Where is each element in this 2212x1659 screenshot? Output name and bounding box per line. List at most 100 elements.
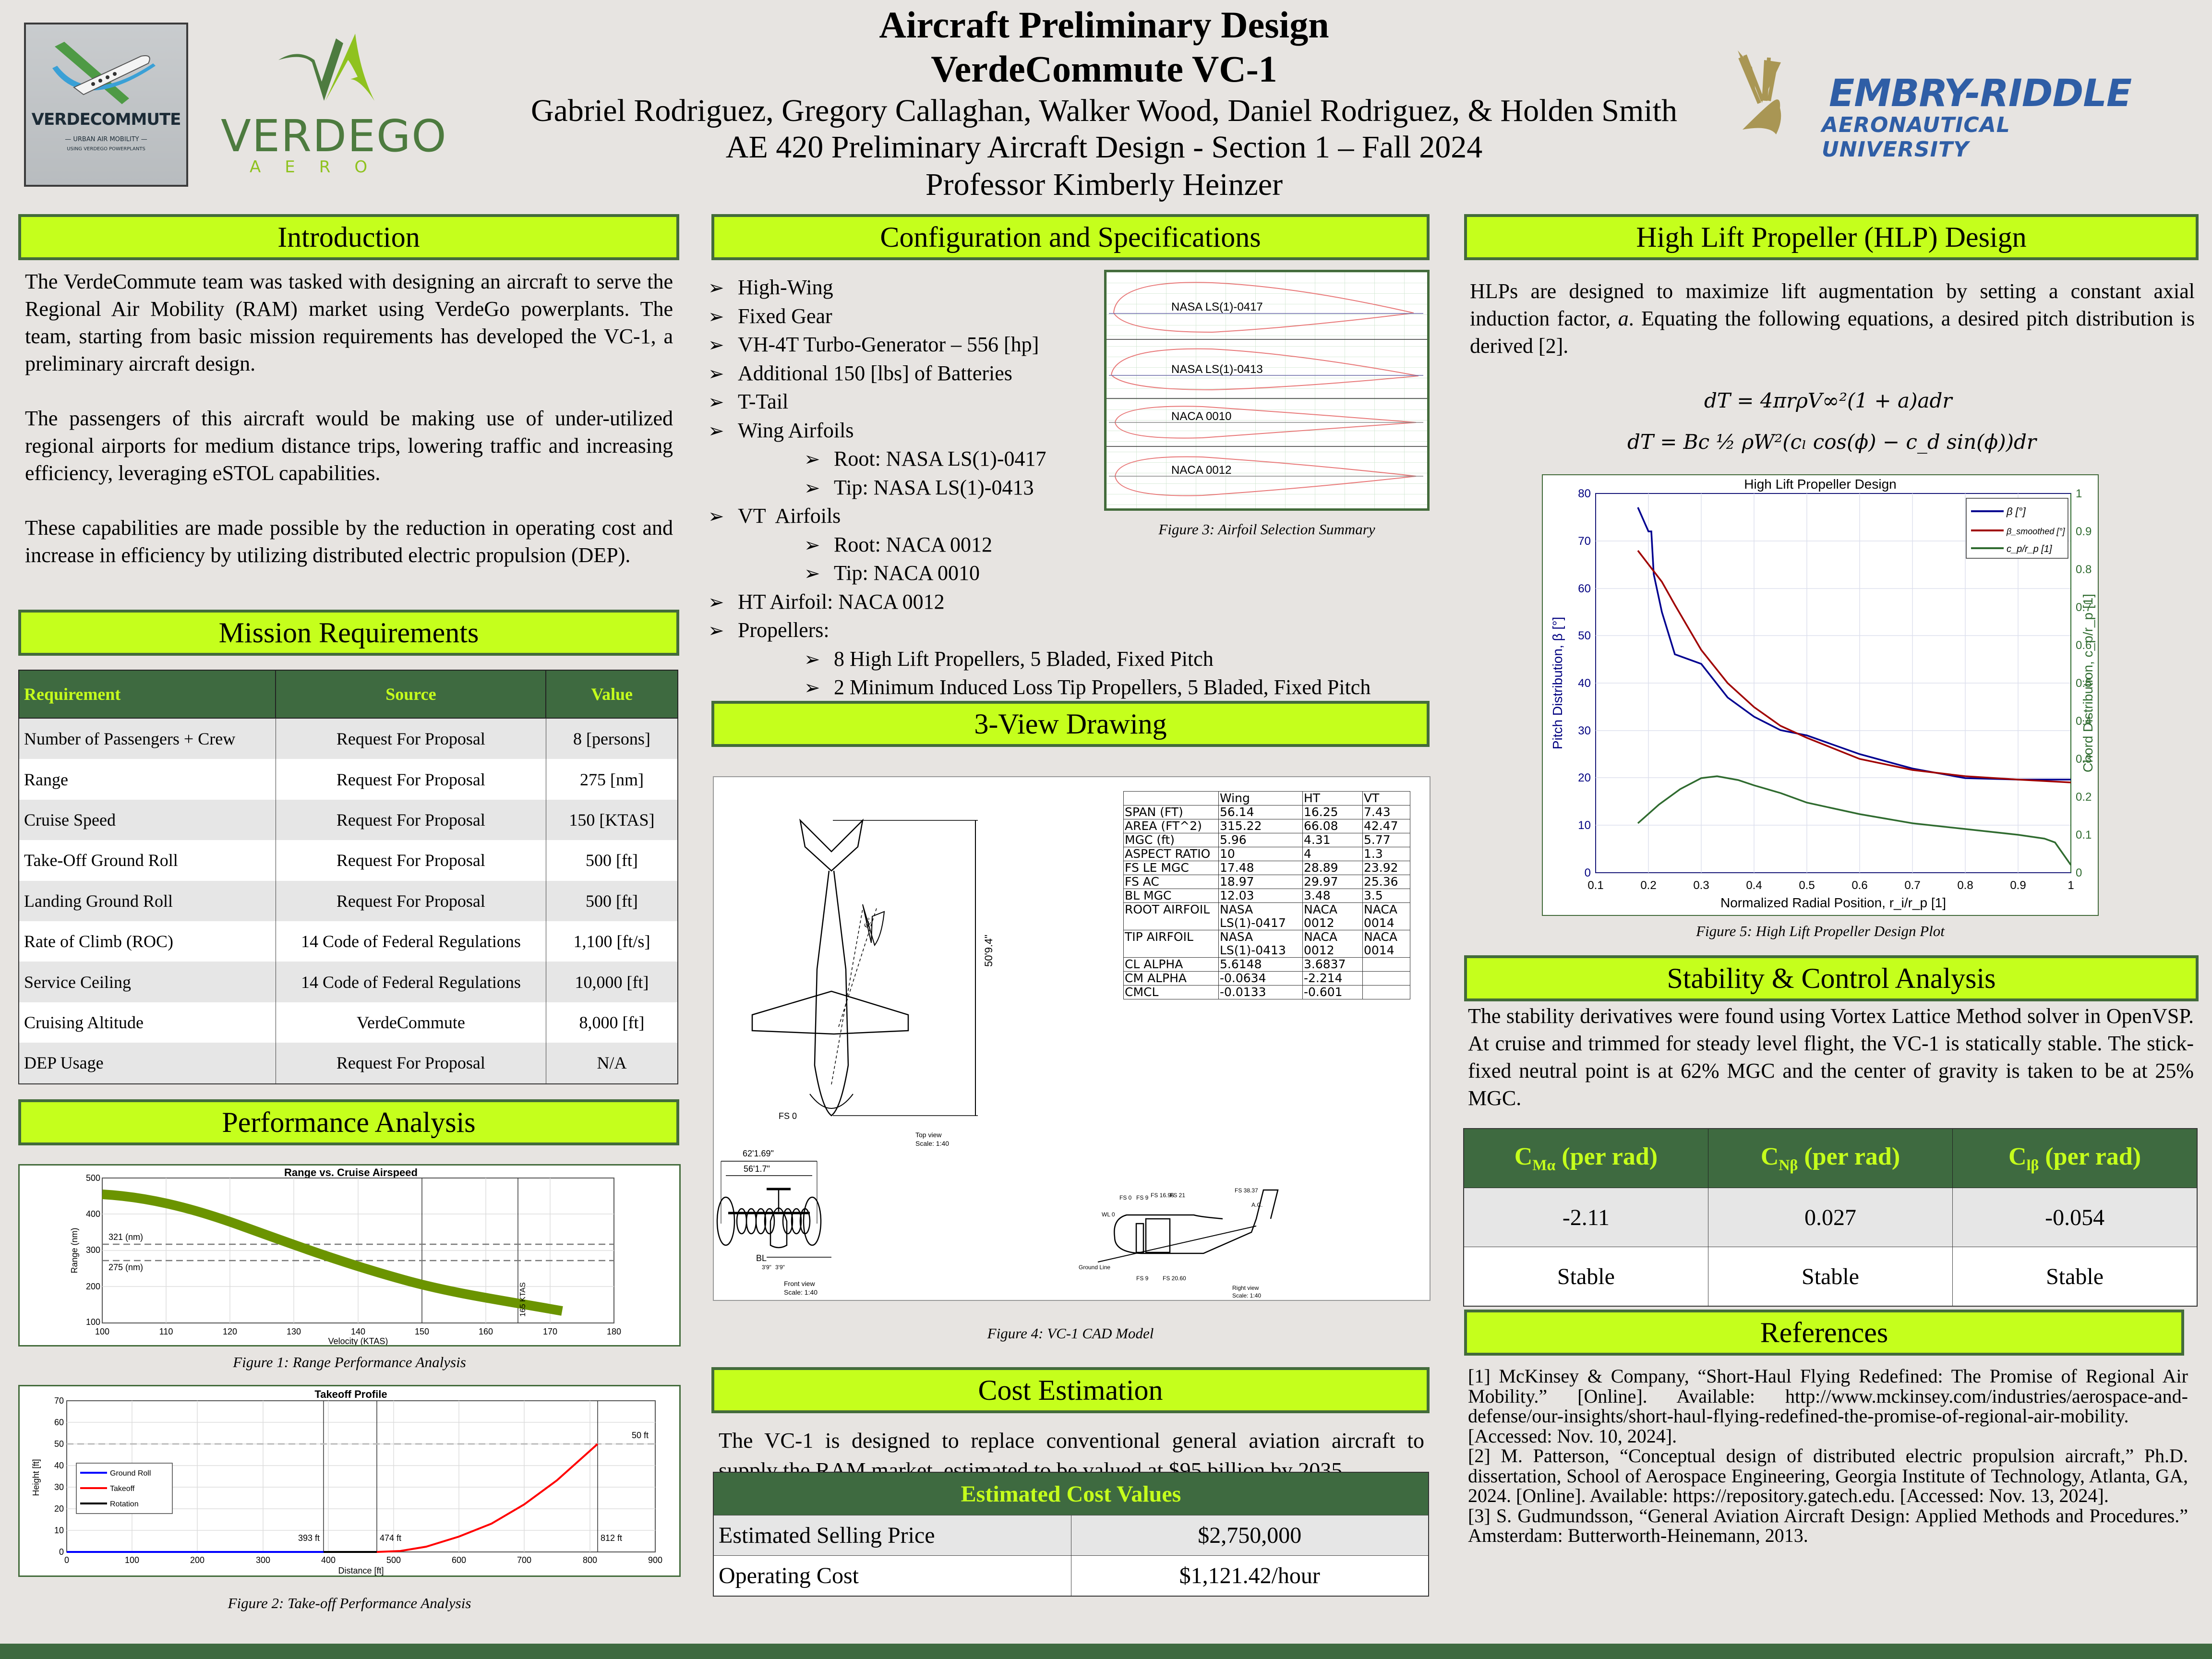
figure-caption: Figure 2: Take-off Performance Analysis <box>228 1595 471 1611</box>
svg-text:WL 0: WL 0 <box>1102 1211 1115 1218</box>
poster-title: Aircraft Preliminary Design <box>879 4 1329 46</box>
svg-text:50: 50 <box>1578 629 1591 642</box>
svg-text:30: 30 <box>1578 724 1591 737</box>
cost-table: Estimated Cost Values Estimated Selling … <box>713 1472 1429 1597</box>
svg-text:70: 70 <box>1578 535 1591 548</box>
table-header-row: Wing HT VT <box>1123 791 1410 805</box>
table-row: Stable Stable Stable <box>1463 1247 2198 1307</box>
svg-text:160: 160 <box>479 1327 493 1336</box>
svg-text:0.1: 0.1 <box>1587 879 1603 892</box>
svg-text:600: 600 <box>452 1555 466 1565</box>
annotation: 275 (nm) <box>108 1262 143 1272</box>
figure-caption: Figure 1: Range Performance Analysis <box>233 1354 466 1370</box>
svg-text:393 ft: 393 ft <box>298 1533 320 1543</box>
arrow-bullet-icon: ➢ <box>804 677 820 699</box>
column-header: Clβ (per rad) <box>1952 1128 2198 1188</box>
y-axis-label: Range (nm) <box>70 1227 79 1273</box>
svg-text:0.9: 0.9 <box>2010 879 2026 892</box>
svg-text:60: 60 <box>54 1418 64 1427</box>
source-cell: Request For Proposal <box>275 718 546 759</box>
svg-text:β_smoothed [°]: β_smoothed [°] <box>2006 527 2066 536</box>
y-axis-right-label: Chord Distribution, c_p/r_p [1] <box>2080 594 2095 772</box>
annotation: 165 KTAS <box>519 1282 527 1317</box>
value-cell: 8 [persons] <box>545 718 678 759</box>
table-row: Operating Cost $1,121.42/hour <box>713 1555 1429 1597</box>
svg-text:0.4: 0.4 <box>2076 715 2092 728</box>
source-cell: 14 Code of Federal Regulations <box>275 962 546 1002</box>
config-item: ➢ VT Airfoils <box>708 502 1370 531</box>
svg-text:Takeoff: Takeoff <box>110 1485 135 1493</box>
svg-text:20: 20 <box>54 1504 64 1514</box>
svg-text:80: 80 <box>1578 487 1591 500</box>
svg-text:FS 21: FS 21 <box>1170 1192 1185 1199</box>
intro-paragraph: The VerdeCommute team was tasked with de… <box>25 270 673 375</box>
svg-text:NACA 0012: NACA 0012 <box>1171 464 1231 477</box>
source-cell: Request For Proposal <box>275 799 546 841</box>
svg-text:Front view: Front view <box>784 1280 815 1287</box>
section-header-introduction: Introduction <box>18 214 679 260</box>
svg-text:474 ft: 474 ft <box>380 1533 401 1543</box>
svg-text:0.7: 0.7 <box>1904 879 1920 892</box>
table-row: -2.11 0.027 -0.054 <box>1463 1188 2198 1247</box>
svg-text:0: 0 <box>2076 866 2082 879</box>
svg-text:0.5: 0.5 <box>2076 677 2092 690</box>
requirement-cell: Landing Ground Roll <box>18 880 276 921</box>
status-badge: Stable <box>1952 1247 2198 1307</box>
table-row: FS LE MGC 17.48 28.89 23.92 <box>1123 861 1410 875</box>
value-cell: 8,000 [ft] <box>545 1002 678 1043</box>
table-row: Estimated Selling Price $2,750,000 <box>713 1515 1429 1556</box>
column-header: Source <box>275 670 547 719</box>
table-row: SPAN (FT) 56.14 16.25 7.43 <box>1123 805 1410 819</box>
section-header-stability: Stability & Control Analysis <box>1464 955 2199 1001</box>
mission-requirements-table: Requirement Source Value Number of Passe… <box>18 670 678 1084</box>
svg-text:Top view: Top view <box>915 1131 942 1139</box>
chart-title: High Lift Propeller Design <box>1744 477 1897 492</box>
chart-title: Takeoff Profile <box>314 1388 387 1400</box>
source-cell: Request For Proposal <box>275 840 546 881</box>
svg-text:NACA 0010: NACA 0010 <box>1171 410 1231 423</box>
svg-text:120: 120 <box>223 1327 237 1336</box>
svg-text:FS 16.96: FS 16.96 <box>1151 1192 1174 1199</box>
top-view <box>751 818 909 1117</box>
svg-text:140: 140 <box>351 1327 365 1336</box>
table-row: CL ALPHA 5.6148 3.6837 <box>1123 957 1410 972</box>
config-item: ➢ VH-4T Turbo-Generator – 556 [hp] <box>708 331 1370 360</box>
y-axis-label: Pitch Distribution, β [°] <box>1550 617 1565 749</box>
column-header: CMα (per rad) <box>1463 1128 1708 1188</box>
svg-text:FS 9: FS 9 <box>1136 1275 1149 1282</box>
arrow-bullet-icon: ➢ <box>708 420 724 442</box>
column-header: Requirement <box>18 670 276 719</box>
svg-text:812 ft: 812 ft <box>601 1533 622 1543</box>
svg-text:30: 30 <box>54 1482 64 1492</box>
status-badge: Stable <box>1707 1247 1953 1307</box>
intro-paragraph: These capabilities are made possible by … <box>25 516 673 567</box>
svg-text:62'1.69": 62'1.69" <box>743 1149 774 1158</box>
stability-text: The stability derivatives were found usi… <box>1468 1004 2194 1110</box>
svg-text:10: 10 <box>1578 819 1591 832</box>
svg-text:0.3: 0.3 <box>1693 879 1709 892</box>
svg-text:200: 200 <box>190 1555 204 1565</box>
verdego-aero-logo: VERDEGO AERO <box>211 34 446 177</box>
arrow-bullet-icon: ➢ <box>708 591 724 613</box>
config-item: ➢ Wing Airfoils <box>708 417 1370 445</box>
value-cell: 10,000 [ft] <box>545 962 678 1002</box>
svg-text:3'9": 3'9" <box>775 1264 785 1271</box>
svg-text:700: 700 <box>517 1555 531 1565</box>
range-chart: Range vs. Cruise Airspeed 321 (nm) 275 (… <box>18 1164 681 1346</box>
svg-text:0: 0 <box>64 1555 69 1565</box>
takeoff-chart-plot: Takeoff Profile 50 ft 393 ft 474 ft 812 … <box>31 1388 662 1575</box>
value-cell: 275 [nm] <box>545 759 678 800</box>
config-item: ➢ Additional 150 [lbs] of Batteries <box>708 360 1370 388</box>
svg-text:β [°]: β [°] <box>2006 505 2026 517</box>
hlp-chart: High Lift Propeller Design β [°] β_smoot… <box>1542 474 2099 916</box>
stability-table: CMα (per rad) CNβ (per rad) Clβ (per rad… <box>1463 1128 2198 1307</box>
svg-text:110: 110 <box>159 1327 173 1336</box>
svg-text:3'9": 3'9" <box>762 1264 771 1271</box>
table-row: FS AC 18.97 29.97 25.36 <box>1123 875 1410 889</box>
svg-text:900: 900 <box>648 1555 662 1565</box>
status-badge: Stable <box>1463 1247 1708 1307</box>
intro-paragraph: The passengers of this aircraft would be… <box>25 407 673 485</box>
value-cell: 150 [KTAS] <box>545 799 678 841</box>
airfoil-summary-figure: NASA LS(1)-0417 NASA LS(1)-0413 NACA 001… <box>1104 270 1430 511</box>
svg-text:0.6: 0.6 <box>2076 639 2092 652</box>
